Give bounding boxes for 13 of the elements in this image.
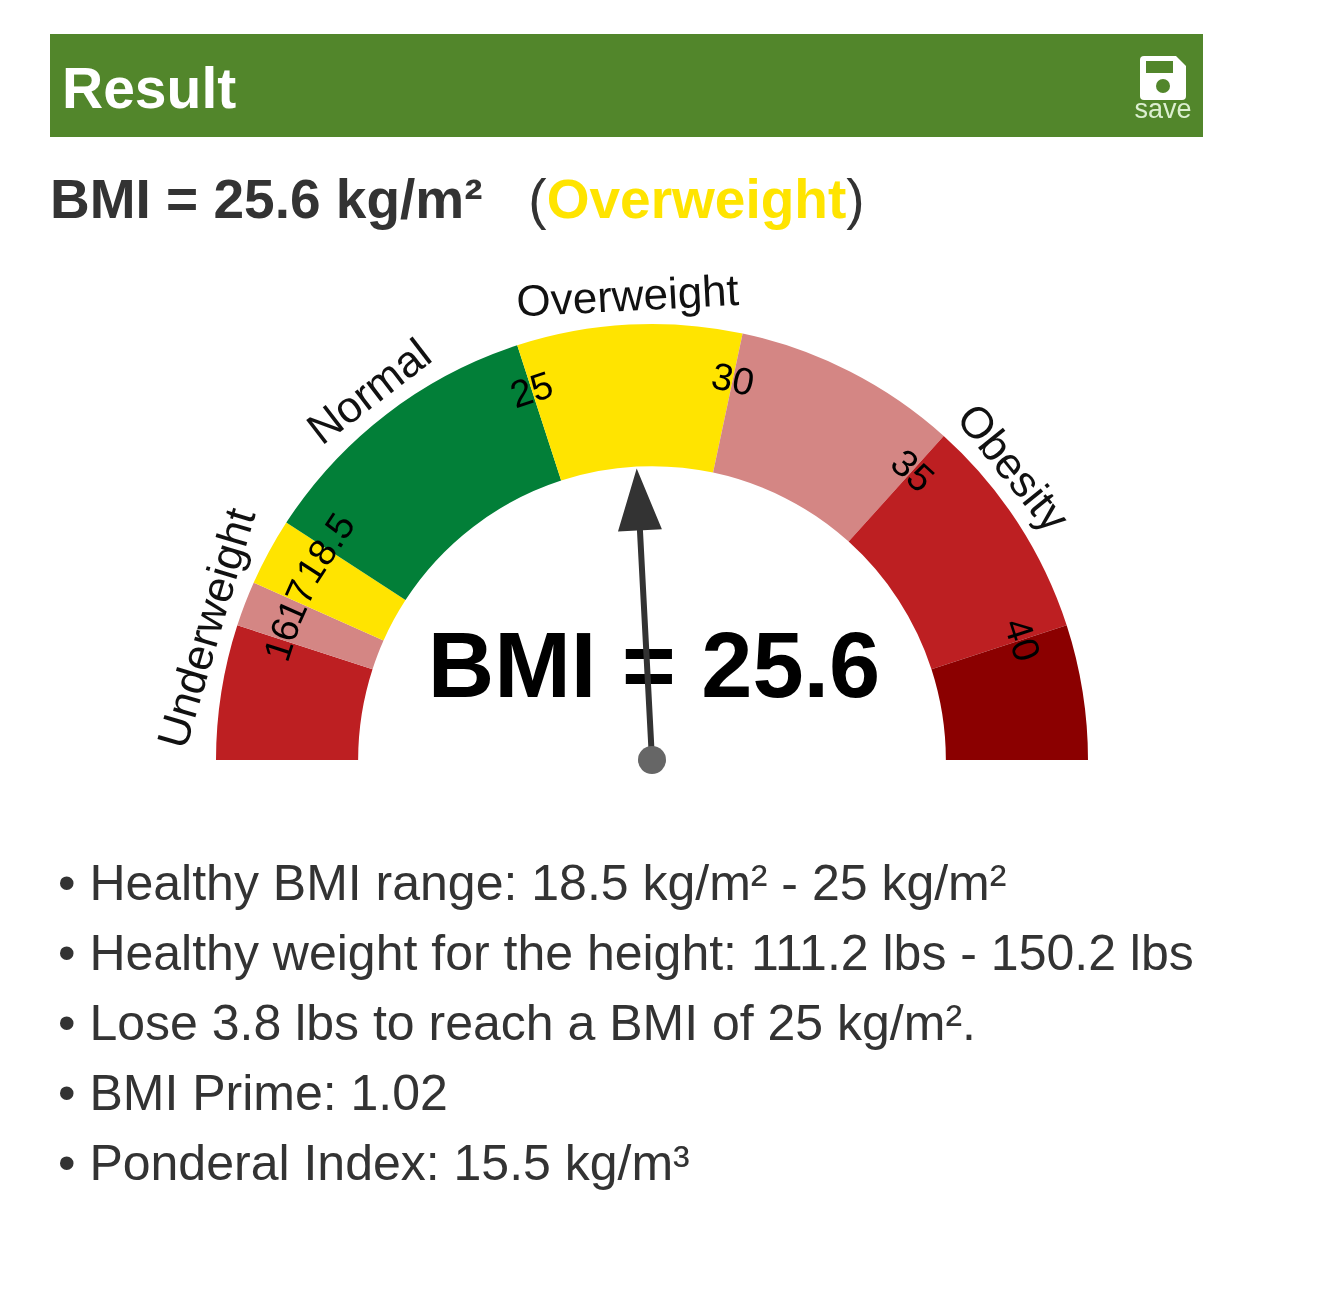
text: 35 — [882, 440, 943, 501]
chart-subtitle: BMI = 25.6 kg/m² (Overweight) — [50, 168, 865, 230]
text: • Ponderal Index: 15.5 kg/m³ — [58, 1134, 691, 1193]
slice-label: Overweight — [515, 264, 740, 326]
text: save — [1133, 94, 1193, 124]
text: • Healthy weight for the height: 111.2 lbs - 150.2 lbs — [58, 924, 1194, 983]
text: • Healthy BMI range: 18.5 kg/m² - 25 kg/m² — [58, 854, 1008, 913]
text: • Lose 3.8 lbs to reach a BMI of 25 kg/m². — [58, 994, 977, 1053]
text: 30 — [707, 354, 758, 404]
chart-title: Result — [62, 56, 237, 120]
text: • BMI Prime: 1.02 — [58, 1064, 449, 1123]
text: 25 — [505, 363, 559, 417]
text: 40 — [995, 613, 1049, 667]
